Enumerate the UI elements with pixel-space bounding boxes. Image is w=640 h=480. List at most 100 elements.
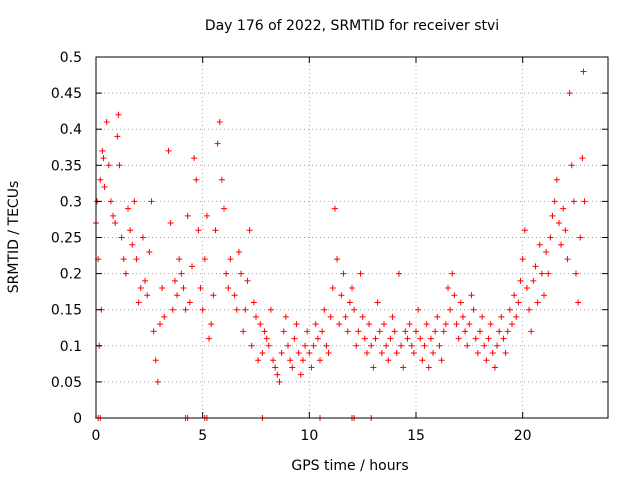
data-point <box>538 270 545 277</box>
data-point <box>541 292 547 299</box>
data-point <box>474 350 481 357</box>
data-point <box>227 256 234 263</box>
data-point <box>189 263 195 270</box>
data-point <box>139 234 146 241</box>
data-point <box>295 350 302 357</box>
data-point <box>248 342 255 349</box>
data-point <box>274 371 281 378</box>
data-point <box>235 248 242 255</box>
data-point <box>451 292 458 299</box>
data-point <box>152 357 159 364</box>
data-point <box>551 198 558 205</box>
data-point <box>346 299 353 306</box>
data-point <box>148 198 155 205</box>
data-point <box>395 270 402 277</box>
data-point <box>116 162 123 169</box>
data-point <box>112 220 119 227</box>
data-point <box>513 313 520 320</box>
data-point <box>323 342 330 349</box>
data-point <box>376 328 383 335</box>
data-point <box>244 277 251 284</box>
data-point <box>357 270 364 277</box>
data-point <box>462 328 469 335</box>
data-point <box>118 234 125 241</box>
data-point <box>553 176 560 183</box>
data-point <box>523 285 530 292</box>
data-point <box>366 321 373 328</box>
data-point <box>406 321 413 328</box>
data-point <box>129 241 136 248</box>
data-point <box>545 270 552 277</box>
data-point <box>434 313 441 320</box>
data-point <box>327 313 334 320</box>
data-point <box>549 212 556 219</box>
data-point <box>125 205 131 212</box>
data-point <box>558 241 565 248</box>
x-tick-label: 5 <box>198 428 207 444</box>
data-point <box>353 342 360 349</box>
data-point <box>391 328 398 335</box>
data-point <box>517 277 524 284</box>
data-point <box>447 306 454 313</box>
data-point <box>287 357 294 364</box>
data-point <box>464 342 471 349</box>
y-tick-label: 0.05 <box>51 375 82 391</box>
y-axis-label: SRMTID / TECUs <box>6 181 22 294</box>
data-point <box>425 364 432 371</box>
data-point <box>359 313 366 320</box>
data-point <box>393 350 400 357</box>
data-point <box>242 306 249 313</box>
data-point <box>291 335 298 342</box>
data-point <box>526 306 533 313</box>
data-point <box>336 321 343 328</box>
data-point <box>575 299 582 306</box>
data-point <box>270 357 277 364</box>
data-point <box>246 227 253 234</box>
data-point <box>312 321 319 328</box>
data-point <box>440 328 447 335</box>
data-point <box>293 321 300 328</box>
data-point <box>483 357 490 364</box>
data-point <box>491 364 498 371</box>
data-point <box>99 147 106 154</box>
data-point <box>101 183 108 190</box>
data-point <box>436 342 443 349</box>
data-point <box>171 277 178 284</box>
data-point <box>404 335 411 342</box>
data-point <box>381 321 387 328</box>
data-points <box>93 68 588 421</box>
data-point <box>308 364 315 371</box>
data-point <box>368 342 375 349</box>
data-point <box>577 234 584 241</box>
data-point <box>154 378 161 385</box>
data-point <box>319 328 326 335</box>
data-point <box>338 292 345 299</box>
data-point <box>485 335 492 342</box>
data-point <box>410 350 417 357</box>
data-point <box>214 140 221 147</box>
data-point <box>536 241 543 248</box>
data-point <box>477 328 483 335</box>
chart-title: Day 176 of 2022, SRMTID for receiver stv… <box>205 18 499 34</box>
data-point <box>131 198 138 205</box>
x-tick-label: 20 <box>514 428 532 444</box>
y-tick-label: 0.4 <box>60 122 82 138</box>
data-point <box>210 292 217 299</box>
tick-labels: 0 5 10 15 20 0 0.05 0.1 0.15 0.2 0.25 0.3 0.35 0.4 0.4… <box>51 50 532 444</box>
data-point <box>105 162 112 169</box>
data-point <box>570 198 577 205</box>
data-point <box>580 68 587 75</box>
data-point <box>114 133 121 140</box>
x-tick-label: 0 <box>92 428 101 444</box>
data-point <box>494 342 501 349</box>
data-point <box>470 306 477 313</box>
data-point <box>453 321 460 328</box>
data-point <box>438 357 445 364</box>
data-point <box>449 270 456 277</box>
data-point <box>479 313 486 320</box>
data-point <box>417 335 424 342</box>
data-point <box>487 321 494 328</box>
x-tick-label: 15 <box>407 428 425 444</box>
data-point <box>310 342 317 349</box>
